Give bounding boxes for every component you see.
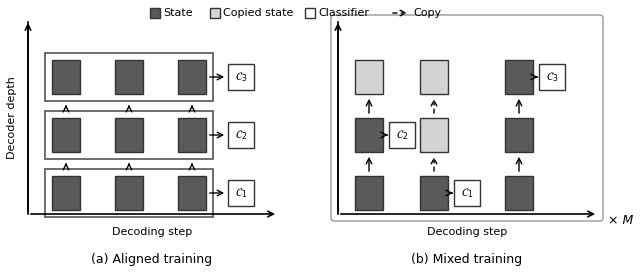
Text: $\mathcal{C}_3$: $\mathcal{C}_3$ [546, 70, 558, 84]
Text: $\mathcal{C}_n$: $\mathcal{C}_n$ [305, 7, 316, 19]
FancyBboxPatch shape [355, 176, 383, 210]
FancyBboxPatch shape [505, 118, 533, 152]
Text: (b) Mixed training: (b) Mixed training [412, 253, 523, 267]
FancyBboxPatch shape [355, 118, 383, 152]
Text: Copy: Copy [413, 8, 441, 18]
FancyBboxPatch shape [228, 64, 254, 90]
FancyBboxPatch shape [45, 111, 213, 159]
FancyBboxPatch shape [355, 60, 383, 94]
Text: $\mathcal{C}_2$: $\mathcal{C}_2$ [235, 128, 247, 142]
FancyBboxPatch shape [420, 60, 448, 94]
FancyBboxPatch shape [52, 118, 80, 152]
FancyBboxPatch shape [115, 60, 143, 94]
FancyBboxPatch shape [45, 53, 213, 101]
FancyBboxPatch shape [389, 122, 415, 148]
Text: × M: × M [608, 213, 633, 227]
FancyBboxPatch shape [178, 60, 206, 94]
FancyBboxPatch shape [539, 64, 565, 90]
FancyBboxPatch shape [420, 118, 448, 152]
FancyBboxPatch shape [505, 176, 533, 210]
FancyBboxPatch shape [52, 60, 80, 94]
FancyBboxPatch shape [115, 118, 143, 152]
Text: $\mathcal{C}_3$: $\mathcal{C}_3$ [235, 70, 247, 84]
FancyBboxPatch shape [150, 8, 160, 18]
FancyBboxPatch shape [420, 176, 448, 210]
Text: (a) Aligned training: (a) Aligned training [92, 253, 212, 267]
Text: $\mathcal{C}_1$: $\mathcal{C}_1$ [461, 186, 474, 200]
Text: Copied state: Copied state [223, 8, 293, 18]
Text: Classifier: Classifier [318, 8, 369, 18]
Text: State: State [163, 8, 193, 18]
FancyBboxPatch shape [305, 8, 315, 18]
Text: Decoding step: Decoding step [112, 227, 192, 237]
FancyBboxPatch shape [228, 180, 254, 206]
Text: $\mathcal{C}_2$: $\mathcal{C}_2$ [396, 128, 408, 142]
FancyBboxPatch shape [45, 169, 213, 217]
FancyBboxPatch shape [178, 176, 206, 210]
Text: $\mathcal{C}_1$: $\mathcal{C}_1$ [235, 186, 247, 200]
FancyBboxPatch shape [454, 180, 480, 206]
FancyBboxPatch shape [52, 176, 80, 210]
FancyBboxPatch shape [115, 176, 143, 210]
FancyBboxPatch shape [331, 15, 603, 221]
Text: Decoder depth: Decoder depth [7, 76, 17, 159]
FancyBboxPatch shape [505, 60, 533, 94]
FancyBboxPatch shape [228, 122, 254, 148]
Text: Decoding step: Decoding step [427, 227, 507, 237]
FancyBboxPatch shape [210, 8, 220, 18]
FancyBboxPatch shape [178, 118, 206, 152]
